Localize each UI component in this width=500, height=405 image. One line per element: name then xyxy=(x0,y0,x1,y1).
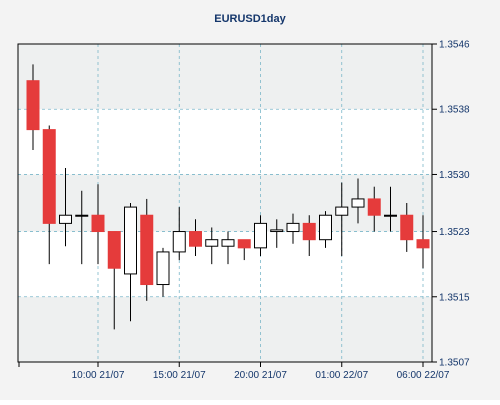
candle-body xyxy=(140,214,154,286)
candle-body xyxy=(286,222,300,233)
candle-body xyxy=(91,214,105,233)
candle-body xyxy=(221,239,235,247)
y-tick-label: 1.3546 xyxy=(439,40,470,51)
candle-body xyxy=(335,206,349,216)
candle-body xyxy=(124,206,137,275)
candle-body xyxy=(416,239,430,249)
candle-body xyxy=(205,239,219,247)
plot-band xyxy=(18,296,432,362)
chart-title: EURUSD1day xyxy=(214,13,286,25)
y-tick-label: 1.3530 xyxy=(439,170,470,181)
candle-body xyxy=(107,231,121,269)
candle-body xyxy=(42,129,56,224)
x-tick-label: 20:00 21/07 xyxy=(234,370,287,381)
y-tick-label: 1.3507 xyxy=(439,358,470,369)
candle-body xyxy=(302,222,316,241)
candle-body xyxy=(384,214,397,217)
plot-frame xyxy=(17,43,433,363)
x-tick-label: 10:00 21/07 xyxy=(72,370,125,381)
plot-band xyxy=(18,44,432,110)
candle-body xyxy=(237,239,251,249)
candle-body xyxy=(59,214,72,224)
candle-body xyxy=(319,214,332,241)
candle-body xyxy=(367,198,381,216)
candle-body xyxy=(189,231,202,247)
candle-body xyxy=(270,229,284,233)
x-tick-label: 15:00 21/07 xyxy=(153,370,206,381)
candle-body xyxy=(172,231,186,253)
plot-area: 1.3546 1.3538 1.3530 1.3523 1.3515 1.3507 10:0… xyxy=(17,40,470,381)
candle-body xyxy=(26,80,40,131)
candle-body xyxy=(75,214,89,217)
candle-body xyxy=(400,214,414,241)
candle-body xyxy=(156,251,170,286)
y-tick-label: 1.3515 xyxy=(439,292,470,303)
candle-body xyxy=(351,198,365,208)
x-tick-label: 06:00 22/07 xyxy=(397,370,450,381)
y-tick-label: 1.3538 xyxy=(439,105,470,116)
y-tick-label: 1.3523 xyxy=(439,227,470,238)
x-tick-label: 01:00 22/07 xyxy=(315,370,368,381)
candle-body xyxy=(254,222,267,249)
